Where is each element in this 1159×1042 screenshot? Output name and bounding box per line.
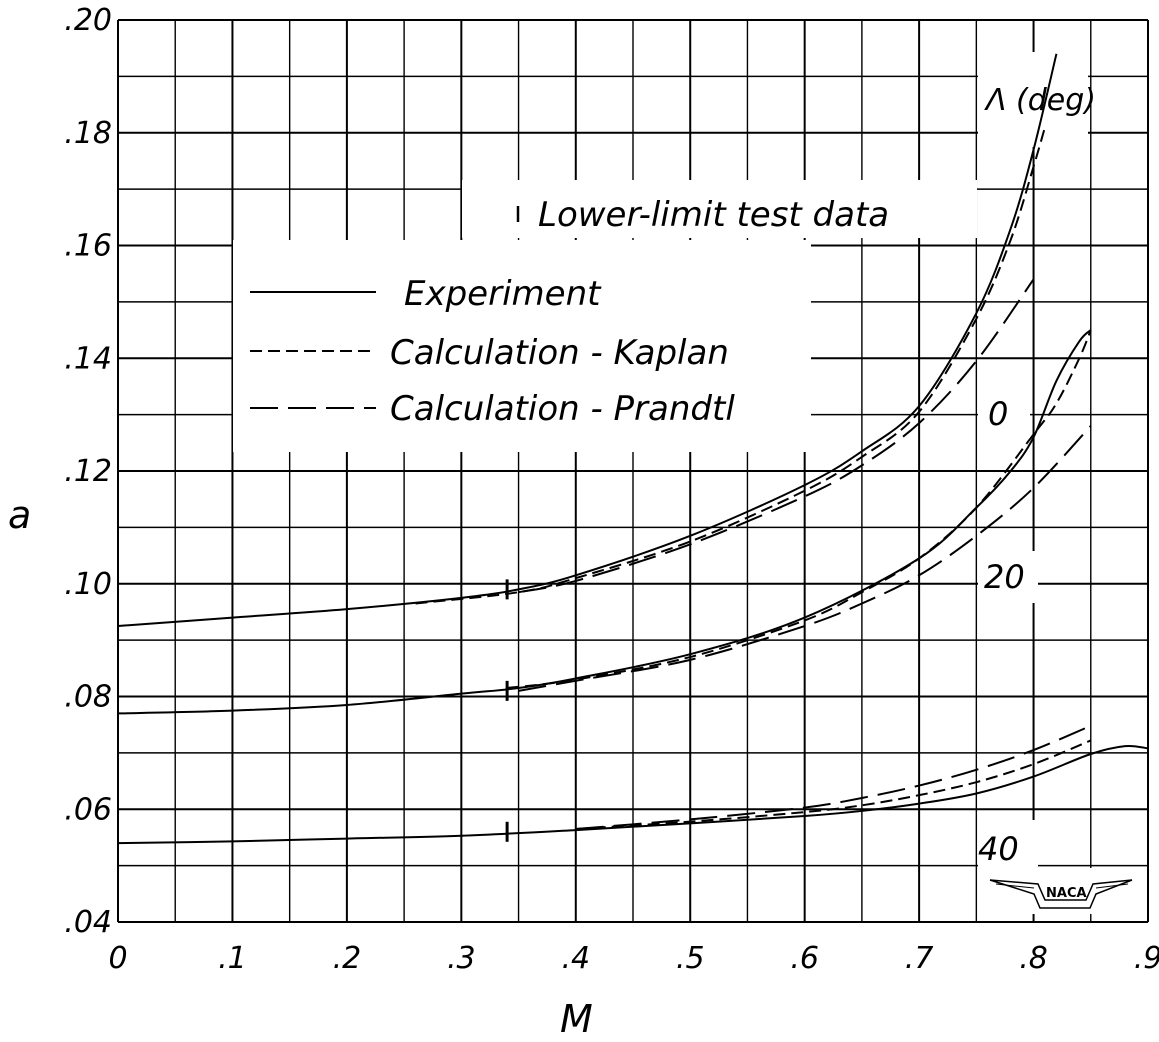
x-tick-label: .1	[218, 941, 247, 976]
curve-label-40: 40	[978, 830, 1019, 868]
x-tick-label: 0	[108, 941, 127, 976]
note-text: Lower-limit test data	[538, 195, 889, 235]
legend-kaplan-label: Calculation - Kaplan	[390, 333, 729, 373]
y-tick-label: .14	[64, 341, 112, 376]
naca-logo-text: NACA	[1046, 886, 1087, 901]
y-tick-label: .20	[64, 3, 112, 38]
y-tick-label: .10	[64, 567, 112, 602]
x-tick-label: .6	[790, 941, 819, 976]
legend-prandtl-label: Calculation - Prandtl	[390, 389, 735, 429]
curve-40-kaplan	[576, 740, 1091, 829]
x-tick-label: .8	[1019, 941, 1048, 976]
x-tick-label: .3	[447, 941, 476, 976]
x-tick-label: .2	[333, 941, 362, 976]
y-axis-label: a	[8, 493, 31, 537]
x-axis-label: M	[560, 997, 593, 1041]
y-tick-label: .16	[64, 229, 112, 264]
curve-label-0: 0	[988, 395, 1008, 433]
y-tick-label: .18	[64, 116, 112, 151]
y-tick-label: .08	[64, 680, 112, 715]
curve-label-20: 20	[984, 558, 1025, 596]
x-tick-labels: 0 .1 .2 .3 .4 .5 .6 .7 .8 .9	[108, 941, 1159, 976]
x-tick-label: .4	[561, 941, 590, 976]
y-tick-labels: .04 .06 .08 .10 .12 .14 .16 .18 .20	[64, 3, 112, 940]
y-tick-label: .04	[64, 905, 112, 940]
naca-logo: NACA	[980, 868, 1138, 914]
legend-experiment-label: Experiment	[404, 274, 602, 314]
x-tick-label: .9	[1134, 941, 1159, 976]
y-tick-label: .06	[64, 792, 112, 827]
x-tick-label: .5	[676, 941, 705, 976]
x-tick-label: .7	[905, 941, 934, 976]
legend-title: Λ (deg)	[984, 83, 1096, 118]
y-tick-label: .12	[64, 454, 112, 489]
